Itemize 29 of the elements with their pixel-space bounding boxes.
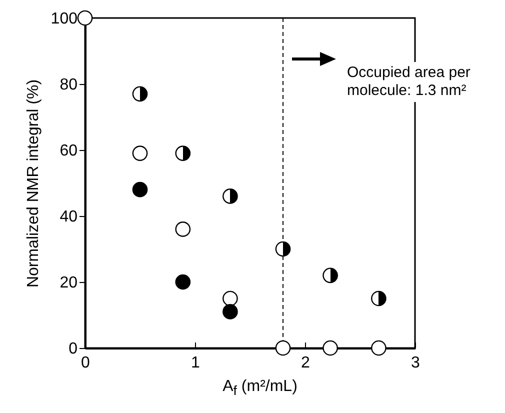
point <box>77 10 93 26</box>
x-tick-label: 0 <box>81 354 90 372</box>
y-tick-label: 80 <box>60 76 78 94</box>
y-tick-label: 100 <box>50 10 78 28</box>
y-tick-label: 20 <box>60 274 78 292</box>
x-tick-label: 3 <box>411 354 420 372</box>
point <box>371 290 386 306</box>
point <box>322 268 338 284</box>
x-axis-title: A$_{f}$ (m²/mL) <box>222 378 298 398</box>
point <box>275 340 291 356</box>
point <box>175 146 191 161</box>
point <box>222 304 238 320</box>
y-tick-label: 0 <box>68 340 78 358</box>
y-tick-label: 40 <box>60 208 78 226</box>
point <box>132 86 148 102</box>
y-axis-title: Normalized NMR integral (%) <box>24 79 42 288</box>
x-tick-label: 1 <box>191 354 200 372</box>
point <box>132 182 148 198</box>
point <box>175 274 191 290</box>
annotation: Occupied area per molecule: 1.3 nm² <box>343 62 505 102</box>
point <box>132 146 148 161</box>
y-tick-label: 60 <box>60 142 78 160</box>
point <box>222 290 238 306</box>
point <box>322 340 338 356</box>
point <box>275 241 291 257</box>
point <box>222 188 238 204</box>
point <box>371 340 386 356</box>
point <box>175 222 191 237</box>
x-tick-label: 2 <box>301 354 310 372</box>
